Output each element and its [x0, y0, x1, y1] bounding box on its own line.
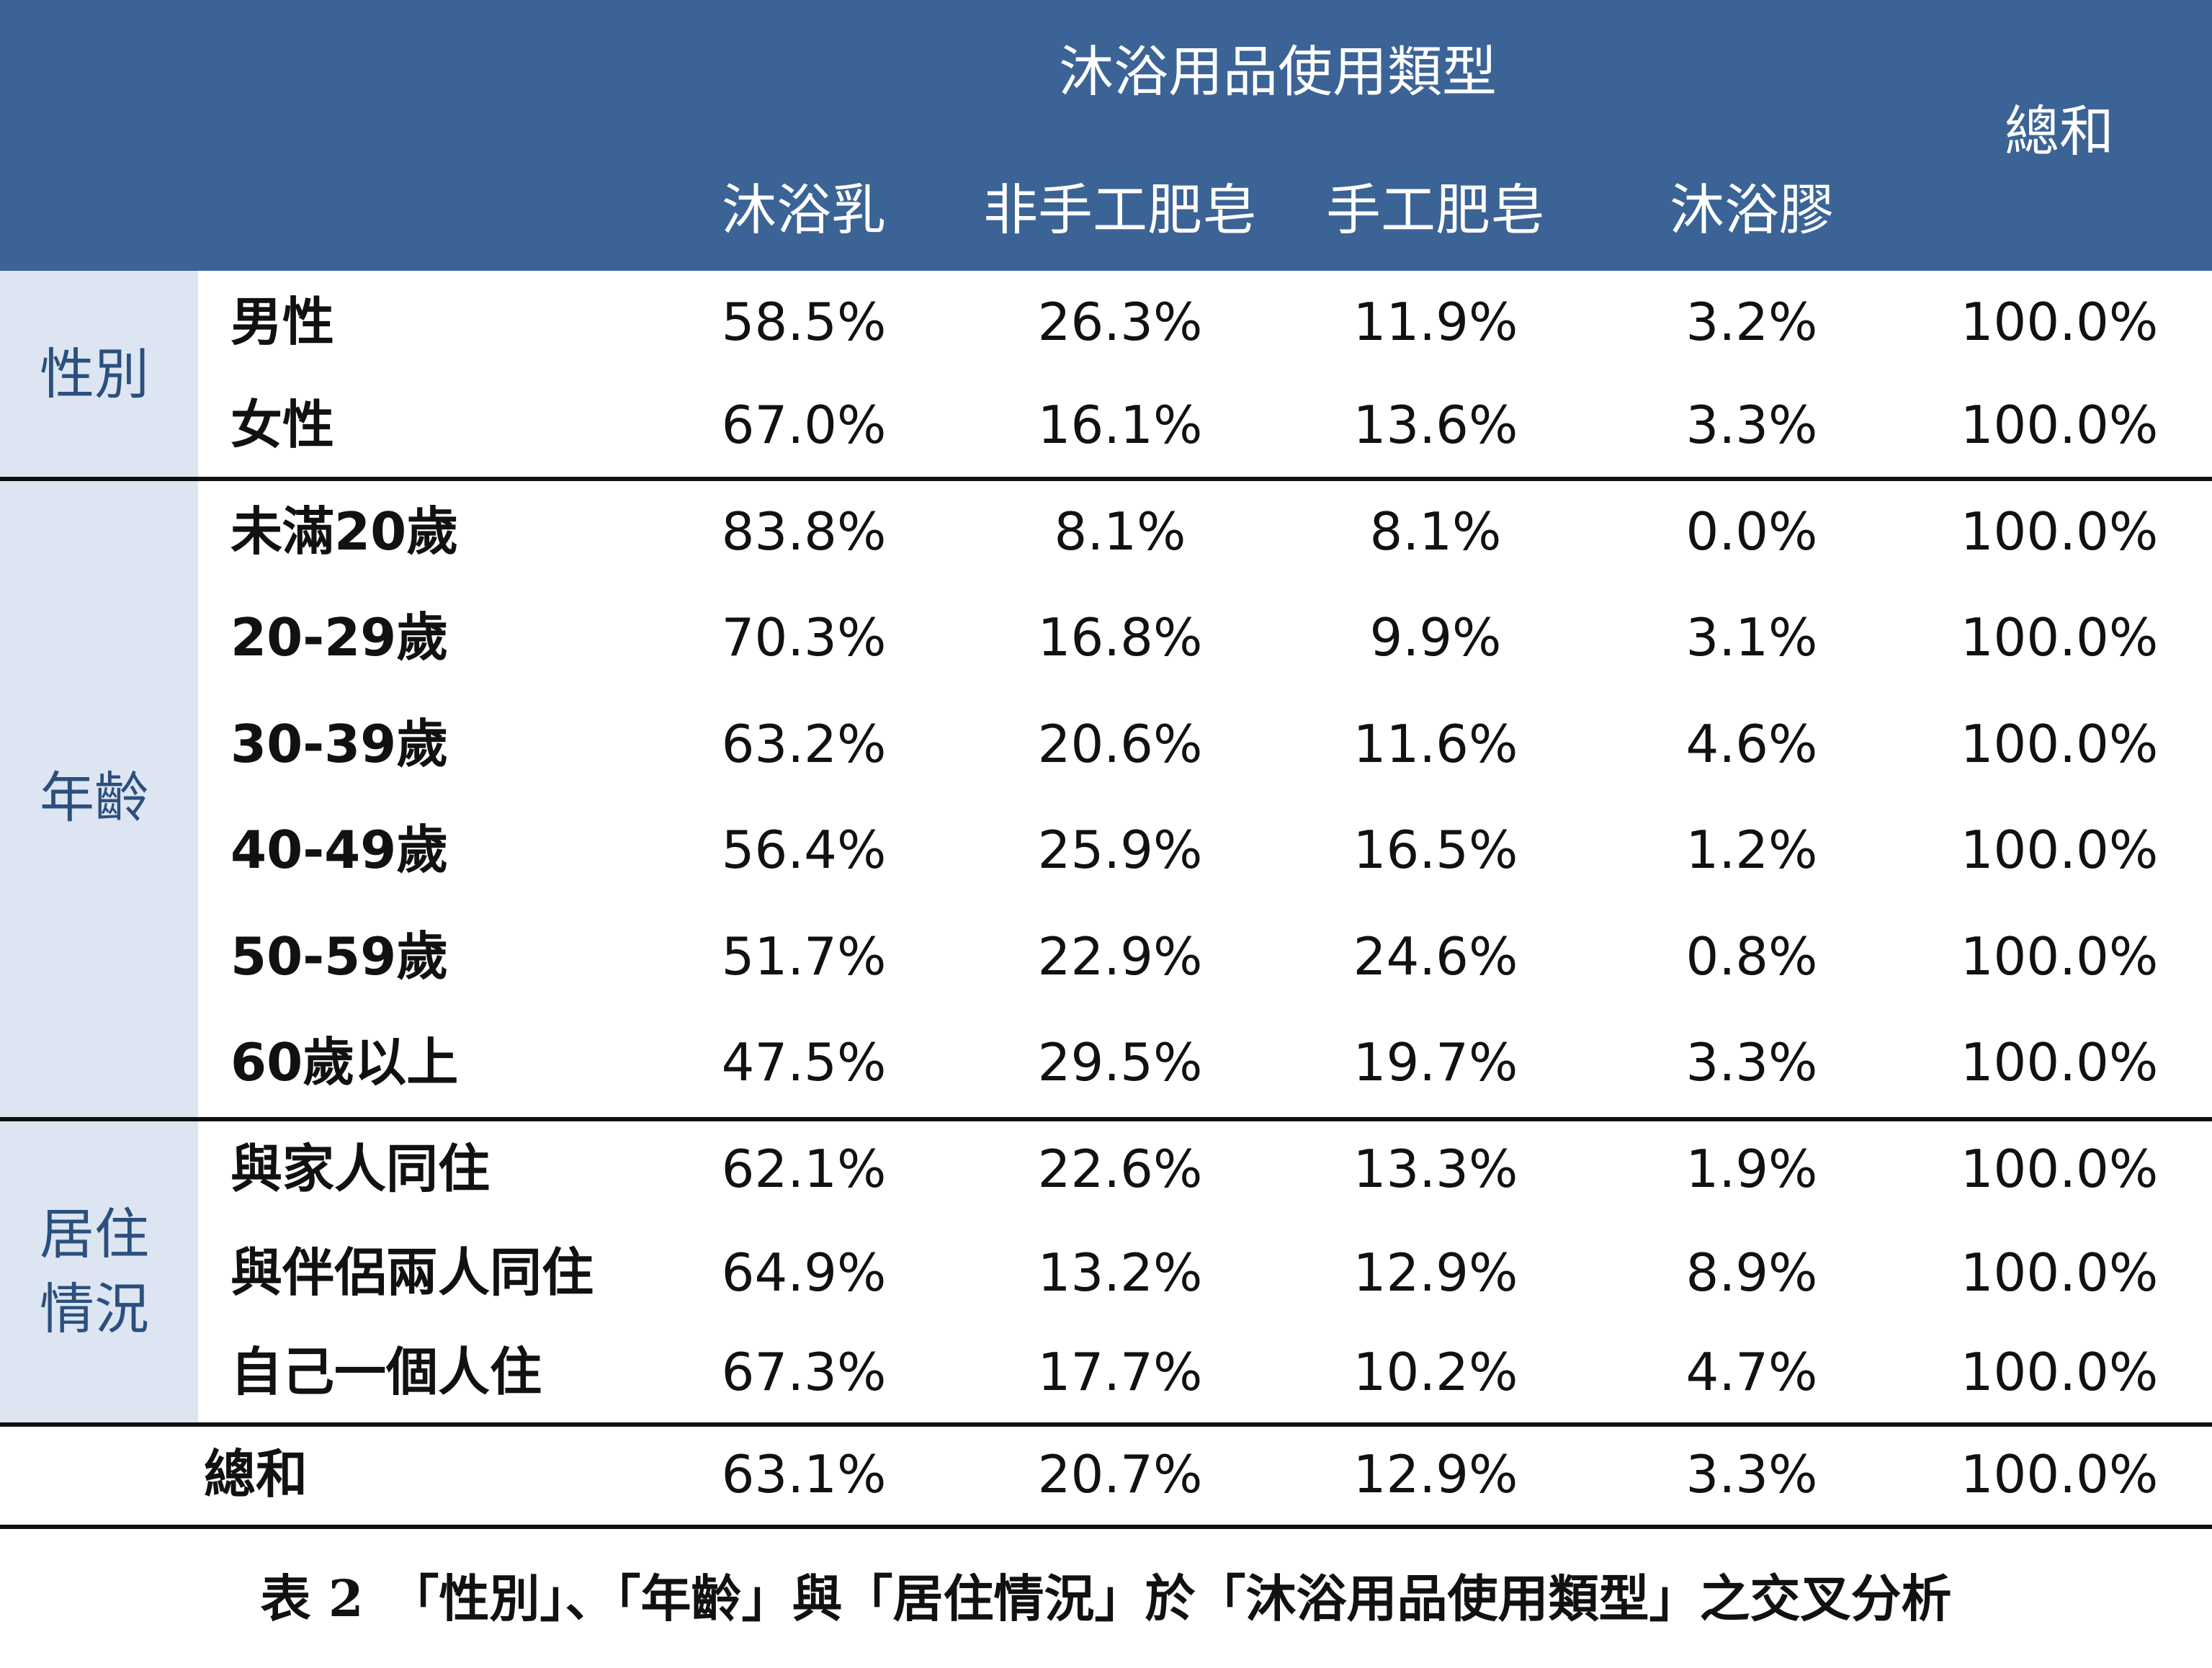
table-cell: 26.3%	[1037, 292, 1203, 352]
table-cell: 1.2%	[1685, 820, 1818, 880]
column-header-handmade-soap: 手工肥皂	[1326, 178, 1545, 242]
table-cell: 22.9%	[1037, 926, 1203, 987]
table-cell: 4.7%	[1685, 1342, 1818, 1402]
table-cell: 8.1%	[1369, 501, 1502, 562]
row-label: 30-39歲	[230, 714, 449, 774]
table-cell: 9.9%	[1369, 607, 1502, 668]
total-cell: 63.1%	[721, 1444, 887, 1505]
row-label: 50-59歲	[230, 926, 449, 987]
table-cell: 16.1%	[1037, 395, 1203, 455]
category-cell-living	[0, 1119, 198, 1425]
table-cell: 24.6%	[1353, 926, 1518, 987]
table-cell: 13.3%	[1353, 1139, 1518, 1199]
category-cell-age	[0, 479, 198, 1119]
table-cell: 29.5%	[1037, 1032, 1203, 1093]
total-cell: 3.3%	[1685, 1444, 1818, 1505]
table-caption: 表 2 「性別」、「年齡」與「居住情況」於「沐浴用品使用類型」之交叉分析	[260, 1569, 1952, 1628]
table-cell: 3.3%	[1685, 1032, 1818, 1093]
table-cell: 100.0%	[1960, 820, 2159, 880]
table-cell: 16.5%	[1353, 820, 1518, 880]
table-cell: 8.9%	[1685, 1242, 1818, 1303]
table-cell: 70.3%	[721, 607, 887, 668]
table-cell: 63.2%	[721, 714, 887, 774]
category-cell-gender	[0, 271, 198, 479]
table-cell: 100.0%	[1960, 714, 2159, 774]
table-cell: 25.9%	[1037, 820, 1203, 880]
table-cell: 100.0%	[1960, 395, 2159, 455]
divider	[0, 1422, 2212, 1427]
table-cell: 67.3%	[721, 1342, 887, 1402]
table-cell: 13.6%	[1353, 395, 1518, 455]
row-label: 女性	[230, 395, 335, 455]
table-cell: 17.7%	[1037, 1342, 1203, 1402]
total-cell: 12.9%	[1353, 1444, 1518, 1505]
row-label: 與家人同住	[230, 1139, 491, 1199]
total-row-label: 總和	[204, 1444, 308, 1505]
row-label: 60歲以上	[230, 1032, 459, 1093]
divider	[0, 477, 2212, 481]
table-cell: 22.6%	[1037, 1139, 1203, 1199]
table-cell: 100.0%	[1960, 501, 2159, 562]
table-cell: 100.0%	[1960, 1242, 2159, 1303]
row-label: 未滿20歲	[230, 501, 459, 562]
table-cell: 20.6%	[1037, 714, 1203, 774]
total-cell: 100.0%	[1960, 1444, 2159, 1505]
table-cell: 12.9%	[1353, 1242, 1518, 1303]
table-cell: 3.2%	[1685, 292, 1818, 352]
table-cell: 67.0%	[721, 395, 887, 455]
table-cell: 10.2%	[1353, 1342, 1518, 1402]
row-label: 自己一個人住	[230, 1342, 542, 1402]
column-header-non-handmade-soap: 非手工肥皂	[983, 178, 1257, 242]
table-cell: 100.0%	[1960, 1139, 2159, 1199]
table-cell: 0.0%	[1685, 501, 1818, 562]
table-cell: 100.0%	[1960, 1032, 2159, 1093]
row-label: 男性	[230, 292, 335, 352]
table-cell: 100.0%	[1960, 607, 2159, 668]
column-header-shower-gel: 沐浴膠	[1670, 178, 1834, 242]
table-cell: 62.1%	[721, 1139, 887, 1199]
table-cell: 56.4%	[721, 820, 887, 880]
divider	[0, 1525, 2212, 1529]
table-cell: 8.1%	[1054, 501, 1186, 562]
table-cell: 1.9%	[1685, 1139, 1818, 1199]
table-cell: 16.8%	[1037, 607, 1203, 668]
table-cell: 100.0%	[1960, 1342, 2159, 1402]
table-cell: 13.2%	[1037, 1242, 1203, 1303]
table-cell: 0.8%	[1685, 926, 1818, 987]
column-header-body-wash: 沐浴乳	[722, 178, 886, 242]
table-cell: 47.5%	[721, 1032, 887, 1093]
category-label-age: 年齡	[40, 766, 149, 830]
row-label: 40-49歲	[230, 820, 449, 880]
column-group-title: 沐浴用品使用類型	[1059, 40, 1497, 104]
table-cell: 4.6%	[1685, 714, 1818, 774]
table-cell: 58.5%	[721, 292, 887, 352]
row-label: 與伴侶兩人同住	[230, 1242, 594, 1303]
table-cell: 3.3%	[1685, 395, 1818, 455]
table-cell: 11.9%	[1353, 292, 1518, 352]
table-cell: 100.0%	[1960, 926, 2159, 987]
table-cell: 11.6%	[1353, 714, 1518, 774]
total-cell: 20.7%	[1037, 1444, 1203, 1505]
table-cell: 100.0%	[1960, 292, 2159, 352]
divider	[0, 1117, 2212, 1121]
table-cell: 19.7%	[1353, 1032, 1518, 1093]
row-label: 20-29歲	[230, 607, 449, 668]
category-label-gender: 性別	[40, 342, 149, 406]
column-header-total: 總和	[2005, 99, 2114, 163]
table-cell: 83.8%	[721, 501, 887, 562]
table-cell: 51.7%	[721, 926, 887, 987]
table-header: 沐浴用品使用類型 沐浴乳 非手工肥皂 手工肥皂 沐浴膠 總和	[0, 0, 2212, 271]
category-label-living: 居住 情況	[40, 1202, 149, 1341]
table-cell: 64.9%	[721, 1242, 887, 1303]
table-cell: 3.1%	[1685, 607, 1818, 668]
